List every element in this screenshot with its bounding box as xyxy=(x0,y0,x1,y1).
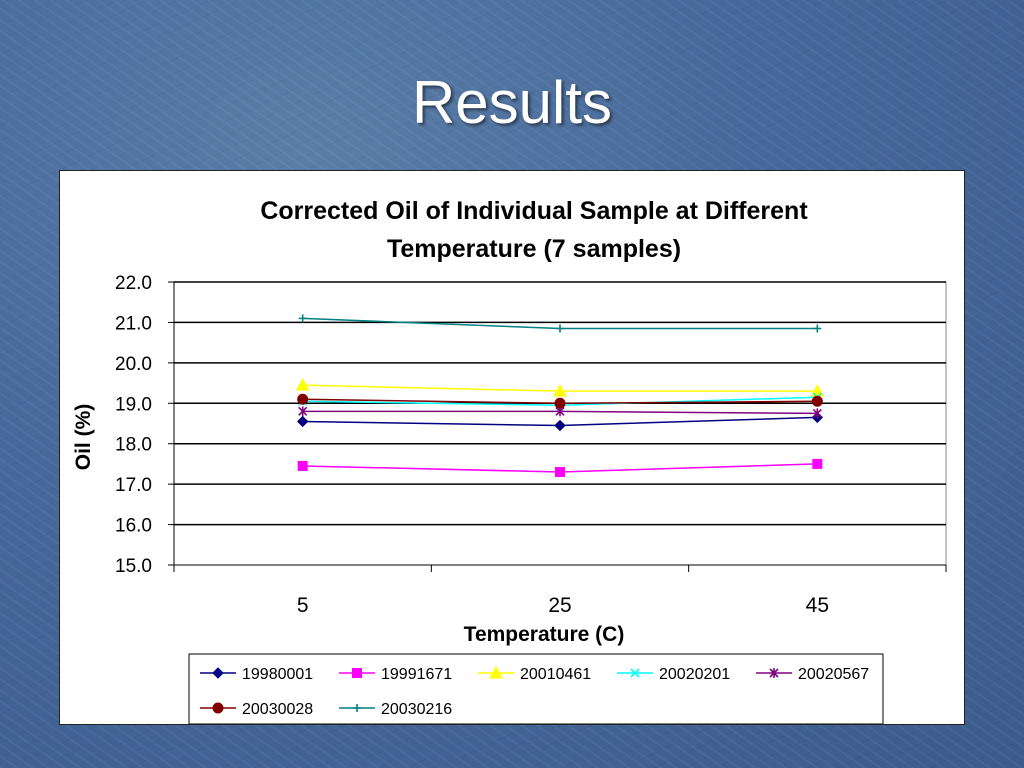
data-point xyxy=(297,460,308,471)
data-point xyxy=(296,415,309,428)
legend-item-20030216: 20030216 xyxy=(339,701,452,718)
y-axis-label: Oil (%) xyxy=(72,404,95,471)
legend-box xyxy=(188,653,884,725)
y-tick-label: 18.0 xyxy=(115,435,152,456)
data-point xyxy=(553,384,567,397)
legend-label: 20020567 xyxy=(798,666,869,683)
data-point xyxy=(298,406,308,417)
y-tick-label: 16.0 xyxy=(115,516,152,537)
data-point xyxy=(555,467,565,478)
y-tick-label: 17.0 xyxy=(115,475,152,496)
data-point xyxy=(297,393,309,405)
chart-area: Corrected Oil of Individual Sample at Di… xyxy=(59,170,965,725)
y-tick-label: 21.0 xyxy=(115,313,152,334)
legend: 19980001 19991671 20010461 20020201 20020567… xyxy=(200,665,869,718)
legend-item-20030028: 20030028 xyxy=(200,701,313,718)
legend-item-19991671: 19991671 xyxy=(339,666,452,683)
data-point xyxy=(352,668,362,678)
series-20030028 xyxy=(297,393,823,409)
y-axis-ticks: 15.0 16.0 17.0 18.0 19.0 20.0 21.0 22.0 xyxy=(115,273,174,577)
data-point xyxy=(812,408,822,419)
legend-item-19980001: 19980001 xyxy=(200,666,313,683)
data-point xyxy=(212,702,224,714)
legend-label: 20020201 xyxy=(659,666,730,683)
data-point xyxy=(812,458,823,469)
series-19991671 xyxy=(297,458,823,478)
data-point xyxy=(298,314,307,323)
data-point xyxy=(212,667,224,679)
slide-title: Results xyxy=(411,69,613,136)
data-point xyxy=(630,668,640,678)
data-point xyxy=(554,419,566,432)
series-19980001 xyxy=(296,411,824,432)
y-tick-label: 20.0 xyxy=(115,354,152,375)
y-tick-label: 15.0 xyxy=(115,556,152,577)
data-point xyxy=(556,324,564,333)
legend-item-20010461: 20010461 xyxy=(478,665,591,683)
data-point xyxy=(813,324,822,333)
series-group xyxy=(295,314,825,478)
legend-label: 20030216 xyxy=(381,701,452,718)
x-axis-ticks: 5 25 45 xyxy=(173,565,947,617)
x-axis-label: Temperature (C) xyxy=(464,623,625,646)
oil-line-chart: Corrected Oil of Individual Sample at Di… xyxy=(72,197,947,725)
chart-title-line-1: Corrected Oil of Individual Sample at Di… xyxy=(260,197,808,225)
x-tick-label: 5 xyxy=(297,594,309,617)
y-tick-label: 19.0 xyxy=(115,394,152,415)
data-point xyxy=(295,378,310,391)
legend-item-20020567: 20020567 xyxy=(756,666,869,683)
legend-label: 20030028 xyxy=(242,701,313,718)
data-point xyxy=(554,397,566,409)
x-tick-label: 45 xyxy=(806,594,829,617)
data-point xyxy=(769,668,779,678)
series-20030216 xyxy=(298,314,822,333)
data-point xyxy=(489,665,503,679)
data-point xyxy=(811,395,823,407)
data-point xyxy=(353,704,361,712)
chart-title-line-2: Temperature (7 samples) xyxy=(387,235,681,263)
legend-item-20020201: 20020201 xyxy=(617,666,730,683)
series-20020567 xyxy=(298,406,822,419)
series-20010461 xyxy=(295,378,825,397)
y-tick-label: 22.0 xyxy=(115,273,152,294)
x-tick-label: 25 xyxy=(548,594,571,617)
legend-label: 19980001 xyxy=(242,666,313,683)
legend-label: 20010461 xyxy=(520,666,591,683)
legend-label: 19991671 xyxy=(381,666,452,683)
